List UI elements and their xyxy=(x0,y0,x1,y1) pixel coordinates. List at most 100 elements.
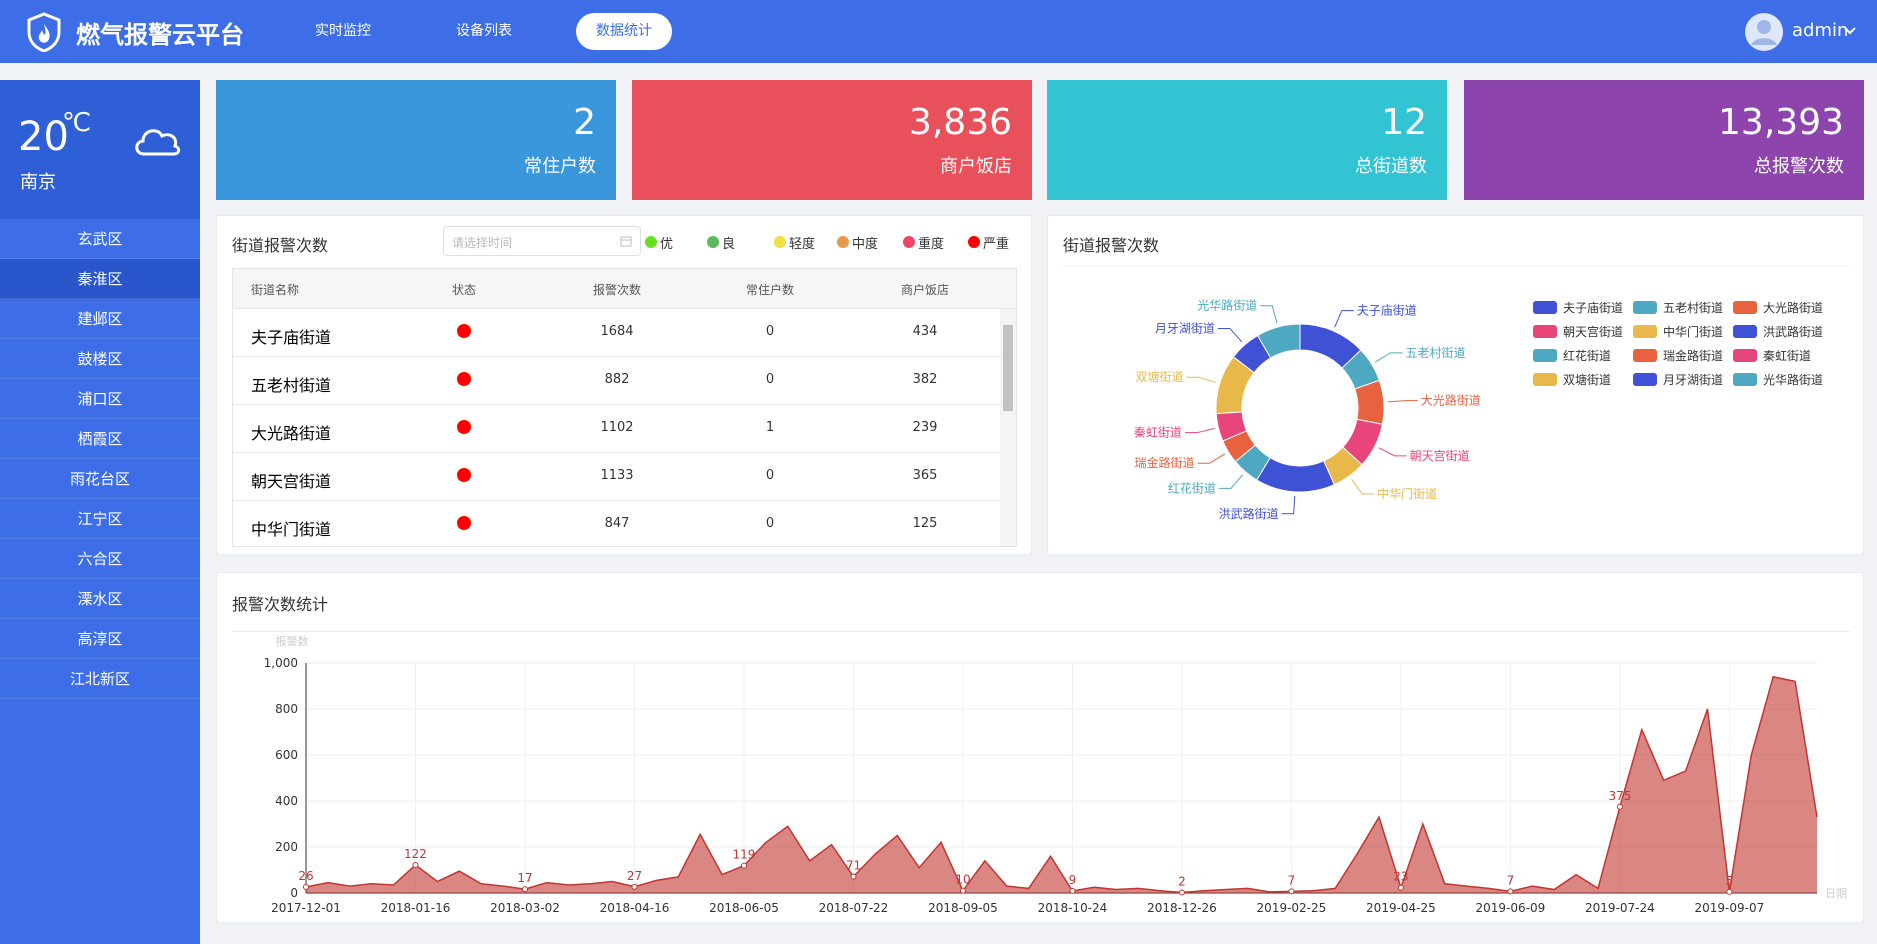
legend-label: 大光路街道 xyxy=(1763,300,1823,315)
weather: 20 ℃ 南京 xyxy=(0,80,200,219)
district-item[interactable]: 江宁区 xyxy=(0,499,200,539)
district-item[interactable]: 玄武区 xyxy=(0,219,200,259)
column-header: 商户饭店 xyxy=(900,283,950,297)
data-label: 5 xyxy=(1726,874,1734,888)
district-item[interactable]: 浦口区 xyxy=(0,379,200,419)
stat-card: 13,393 总报警次数 xyxy=(1464,80,1864,200)
status-label: 良 xyxy=(722,237,736,252)
table-cell: 847 xyxy=(604,516,630,531)
stat-label: 总报警次数 xyxy=(1754,156,1844,177)
table: 街道名称 状态 报警次数 常住户数 商户饭店 夫子庙街道 1684 0 434 五老村街道 882 0… xyxy=(232,268,1017,547)
leader-line xyxy=(1186,376,1216,383)
nav-item-active[interactable]: 数据统计 xyxy=(576,13,672,50)
row-border xyxy=(233,404,1002,405)
leader-line xyxy=(1351,479,1375,495)
legend-swatch xyxy=(1633,325,1657,338)
district-item[interactable]: 秦淮区 xyxy=(0,259,200,299)
column-header: 状态 xyxy=(451,283,477,297)
data-point xyxy=(1397,884,1404,891)
x-tick-label: 2019-02-25 xyxy=(1257,901,1327,915)
data-label: 17 xyxy=(517,871,532,885)
leader-line xyxy=(1260,305,1278,324)
district-item[interactable]: 栖霞区 xyxy=(0,419,200,459)
donut-chart: 夫子庙街道五老村街道大光路街道朝天宫街道中华门街道洪武路街道红花街道瑞金路街道秦… xyxy=(1134,298,1823,521)
table-cell: 882 xyxy=(604,372,630,387)
leader-line xyxy=(1334,310,1354,328)
district-item[interactable]: 溧水区 xyxy=(0,579,200,619)
slice-label: 秦虹街道 xyxy=(1134,426,1182,440)
slice-label: 瑞金路街道 xyxy=(1135,455,1195,470)
data-label: 122 xyxy=(404,847,427,861)
data-label: 9 xyxy=(1069,873,1077,887)
slice-label: 朝天宫街道 xyxy=(1410,448,1470,463)
stat-value: 12 xyxy=(1381,102,1427,143)
slice-label: 夫子庙街道 xyxy=(1357,304,1417,318)
legend-swatch xyxy=(1633,373,1657,386)
status-label: 优 xyxy=(660,237,674,252)
legend-swatch xyxy=(1533,349,1557,362)
data-point xyxy=(303,884,309,891)
user-name[interactable]: admin xyxy=(1792,20,1849,41)
district-item[interactable]: 雨花台区 xyxy=(0,459,200,499)
area-line xyxy=(305,675,1818,894)
donut-slice xyxy=(1256,323,1301,359)
dropdown-icon[interactable] xyxy=(1844,26,1856,36)
district-item[interactable]: 六合区 xyxy=(0,539,200,579)
status-label: 中度 xyxy=(852,237,879,252)
status-label: 严重 xyxy=(983,237,1010,252)
stat-card: 12 总街道数 xyxy=(1047,80,1447,200)
column-header: 街道名称 xyxy=(251,283,300,297)
y-tick-label: 800 xyxy=(275,702,298,716)
y-tick-label: 200 xyxy=(275,840,298,854)
status-indicator xyxy=(457,372,471,386)
y-tick-label: 1,000 xyxy=(264,656,298,670)
x-tick-label: 2018-10-24 xyxy=(1038,901,1108,915)
district-item[interactable]: 建邺区 xyxy=(0,299,200,339)
status-indicator xyxy=(457,468,471,482)
table-cell: 1 xyxy=(765,420,775,435)
table-cell: 大光路街道 xyxy=(251,424,332,443)
table-cell: 0 xyxy=(765,372,775,387)
nav-item[interactable]: 实时监控 xyxy=(315,23,371,39)
scrollbar[interactable] xyxy=(1000,309,1016,546)
table-cell: 434 xyxy=(912,324,938,339)
x-tick-label: 2018-04-16 xyxy=(600,901,670,915)
date-placeholder: 请选择时间 xyxy=(452,236,513,250)
slice-label: 双塘街道 xyxy=(1136,369,1184,384)
panel-title: 报警次数统计 xyxy=(232,595,329,614)
data-label: 26 xyxy=(298,869,313,883)
stat-label: 常住户数 xyxy=(524,156,596,177)
status-dot xyxy=(707,236,719,248)
stat-label: 总街道数 xyxy=(1355,156,1427,177)
legend-label: 朝天宫街道 xyxy=(1563,324,1623,339)
status-indicator xyxy=(457,324,471,338)
slice-label: 大光路街道 xyxy=(1421,393,1481,408)
status-dot xyxy=(645,236,657,248)
legend-label: 红花街道 xyxy=(1563,348,1611,363)
status-dot xyxy=(774,236,786,248)
legend-label: 光华路街道 xyxy=(1763,372,1823,387)
legend-label: 双塘街道 xyxy=(1563,372,1611,387)
app-title: 燃气报警云平台 xyxy=(76,21,244,49)
status-dot xyxy=(837,236,849,248)
avatar[interactable] xyxy=(1744,12,1784,52)
district-menu: 玄武区 秦淮区 建邺区 鼓楼区 浦口区 栖霞区 雨花台区 江宁区 六合区 溧水区 高淳区 江北新区 xyxy=(0,219,200,699)
legend-swatch xyxy=(1733,301,1757,314)
data-point xyxy=(631,883,638,890)
legend-swatch xyxy=(1633,349,1657,362)
leader-line xyxy=(1197,453,1226,464)
slice-label: 洪武路街道 xyxy=(1219,506,1279,521)
scroll-thumb[interactable] xyxy=(1003,325,1013,411)
district-item[interactable]: 江北新区 xyxy=(0,659,200,699)
nav-item[interactable]: 设备列表 xyxy=(456,23,512,39)
district-item[interactable]: 鼓楼区 xyxy=(0,339,200,379)
data-label: 10 xyxy=(955,873,970,887)
slice-label: 月牙湖街道 xyxy=(1155,320,1215,335)
district-item[interactable]: 高淳区 xyxy=(0,619,200,659)
data-point xyxy=(1178,889,1185,896)
legend-swatch xyxy=(1533,301,1557,314)
x-tick-label: 2019-07-24 xyxy=(1585,901,1655,915)
legend-swatch xyxy=(1633,301,1657,314)
date-picker[interactable]: 请选择时间 xyxy=(443,226,641,256)
